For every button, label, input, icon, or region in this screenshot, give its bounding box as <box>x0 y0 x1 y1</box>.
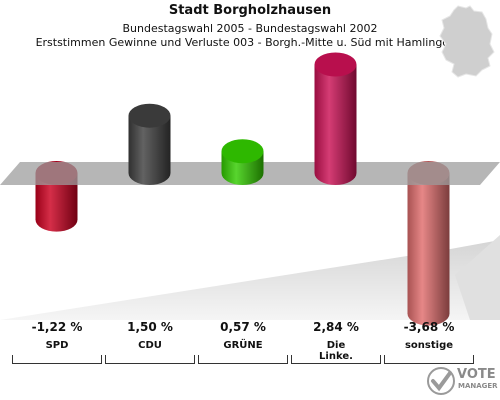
bar-body <box>407 173 450 314</box>
chart-title: Stadt Borgholzhausen <box>168 3 332 18</box>
category-label-line: Die <box>326 340 346 351</box>
category-label: sonstige <box>384 340 474 351</box>
bar-bottom-cap <box>35 207 78 232</box>
bar-bottom-cap <box>407 301 450 326</box>
category-label: CDU <box>105 340 195 351</box>
category-bracket <box>105 355 195 364</box>
bar-die-linke- <box>314 52 357 185</box>
logo-text-manager: MANAGER <box>458 382 498 390</box>
category-bracket <box>384 355 474 364</box>
bar-top-cap <box>221 139 264 164</box>
category-label: SPD <box>12 340 102 351</box>
value-label: -3,68 % <box>403 320 455 334</box>
category-label-line: Linke. <box>319 351 353 362</box>
value-label: -1,22 % <box>31 320 83 334</box>
bar-grüne <box>221 139 264 185</box>
category-label-line: sonstige <box>404 340 454 351</box>
bar-body <box>314 64 357 173</box>
bar-sonstige <box>407 161 450 326</box>
value-label: 2,84 % <box>313 320 359 334</box>
germany-map-icon <box>439 5 495 78</box>
logo-text-vote: VOTE <box>457 367 496 382</box>
bar-cdu <box>128 103 171 185</box>
category-label-line: CDU <box>138 340 162 351</box>
bar-top-cap <box>128 103 171 128</box>
category-bracket <box>291 355 381 364</box>
bar-top-cap <box>314 52 357 77</box>
vote-manager-logo-icon <box>427 367 455 395</box>
category-label: GRÜNE <box>198 340 288 351</box>
category-label-line: SPD <box>45 340 69 351</box>
category-label: Die Linke. <box>291 340 381 362</box>
bar-bottom-cap <box>314 161 357 185</box>
value-label: 1,50 % <box>127 320 173 334</box>
value-label: 0,57 % <box>220 320 266 334</box>
bar-bottom-cap <box>221 161 264 185</box>
chart-subtitle: Bundestagswahl 2005 - Bundestagswahl 200… <box>122 22 378 35</box>
category-bracket <box>198 355 288 364</box>
category-label-line: GRÜNE <box>223 340 263 351</box>
bar-bottom-cap <box>128 161 171 185</box>
chart-subtitle-detail: Erststimmen Gewinne und Verluste 003 - B… <box>35 36 465 49</box>
category-bracket <box>12 355 102 364</box>
